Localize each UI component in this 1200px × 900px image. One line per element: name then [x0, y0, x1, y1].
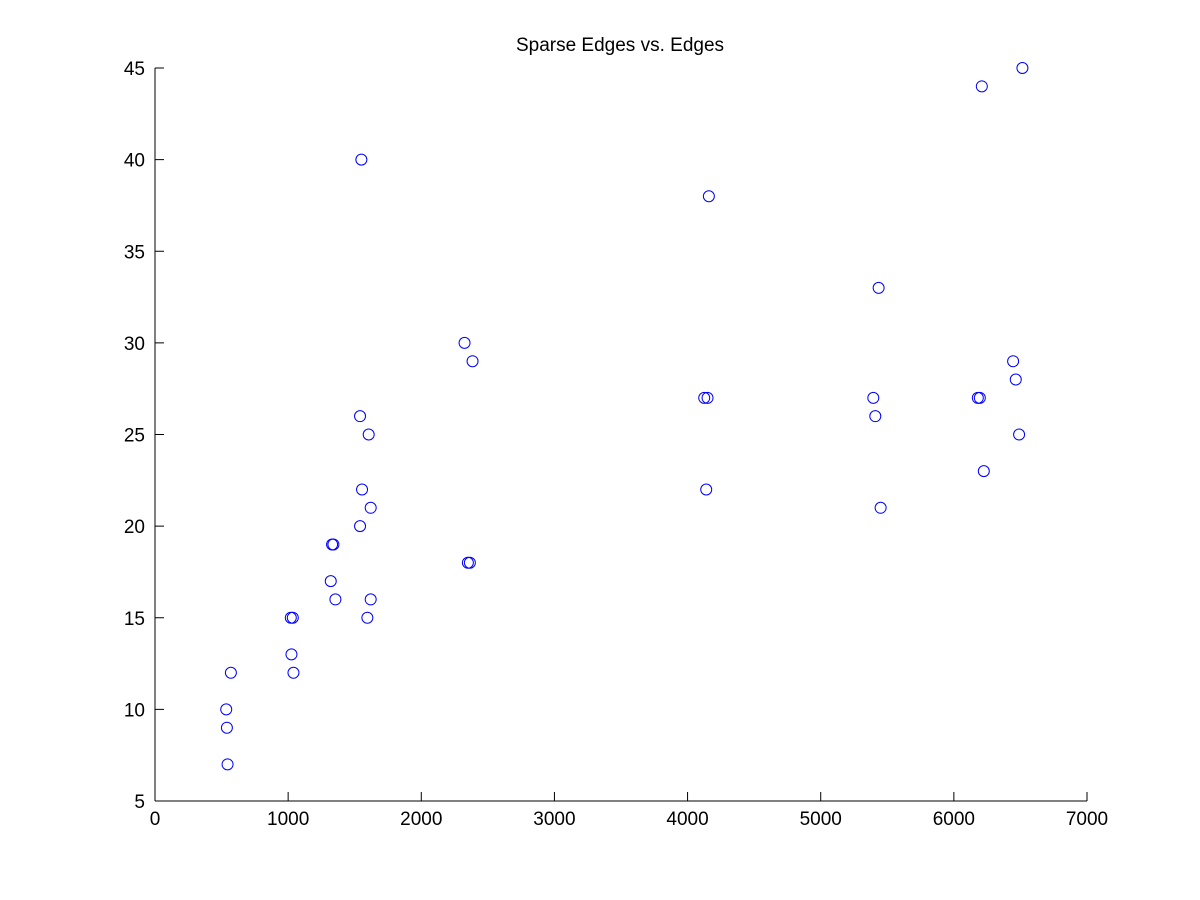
y-tick-label: 10: [124, 700, 145, 721]
data-point: [458, 336, 471, 349]
data-point: [1007, 355, 1020, 368]
x-tick-label: 1000: [267, 809, 309, 830]
data-point: [364, 593, 377, 606]
y-tick-label: 30: [124, 334, 145, 355]
plot-area-frame: [155, 68, 1087, 801]
data-point: [354, 520, 367, 533]
data-point: [463, 556, 476, 569]
axes: [154, 68, 1087, 802]
x-tick-label: 7000: [1066, 809, 1108, 830]
data-point: [355, 153, 368, 166]
data-point: [361, 611, 374, 624]
data-point: [220, 721, 233, 734]
y-tick-label: 40: [124, 151, 145, 172]
data-point: [362, 428, 375, 441]
data-point: [356, 483, 369, 496]
data-point: [224, 666, 237, 679]
data-point: [977, 465, 990, 478]
data-point: [327, 538, 340, 551]
tick-labels: 0 1000 2000 3000 4000 5000 6000 7000 5 10 15 20 25 30…: [124, 59, 1108, 830]
data-point: [867, 391, 880, 404]
data-point: [702, 190, 715, 203]
data-point: [354, 410, 367, 423]
data-point: [698, 391, 711, 404]
data-point: [220, 703, 233, 716]
data-point: [1009, 373, 1022, 386]
data-point: [874, 501, 887, 514]
tick-marks: [154, 67, 1088, 802]
y-tick-label: 20: [124, 517, 145, 538]
y-tick-label: 45: [124, 59, 145, 80]
y-tick-label: 15: [124, 609, 145, 630]
data-point: [1013, 428, 1026, 441]
data-point: [221, 758, 234, 771]
x-tick-label: 2000: [400, 809, 442, 830]
data-point: [286, 611, 299, 624]
data-point: [975, 80, 988, 93]
data-point: [466, 355, 479, 368]
data-points: [220, 62, 1029, 771]
x-tick-label: 6000: [933, 809, 975, 830]
chart-title: Sparse Edges vs. Edges: [516, 35, 724, 56]
data-point: [872, 281, 885, 294]
data-point: [1016, 62, 1029, 74]
y-tick-label: 5: [134, 792, 145, 813]
y-tick-label: 25: [124, 426, 145, 447]
data-point: [324, 575, 337, 588]
data-point: [329, 593, 342, 606]
x-tick-label: 5000: [800, 809, 842, 830]
data-point: [869, 410, 882, 423]
data-point: [701, 391, 714, 404]
x-tick-label: 4000: [666, 809, 708, 830]
x-tick-label: 3000: [533, 809, 575, 830]
data-point: [287, 666, 300, 679]
data-point: [973, 391, 986, 404]
data-point: [285, 648, 298, 661]
data-point: [364, 501, 377, 514]
x-tick-label: 0: [150, 809, 161, 830]
data-point: [700, 483, 713, 496]
y-tick-label: 35: [124, 242, 145, 263]
